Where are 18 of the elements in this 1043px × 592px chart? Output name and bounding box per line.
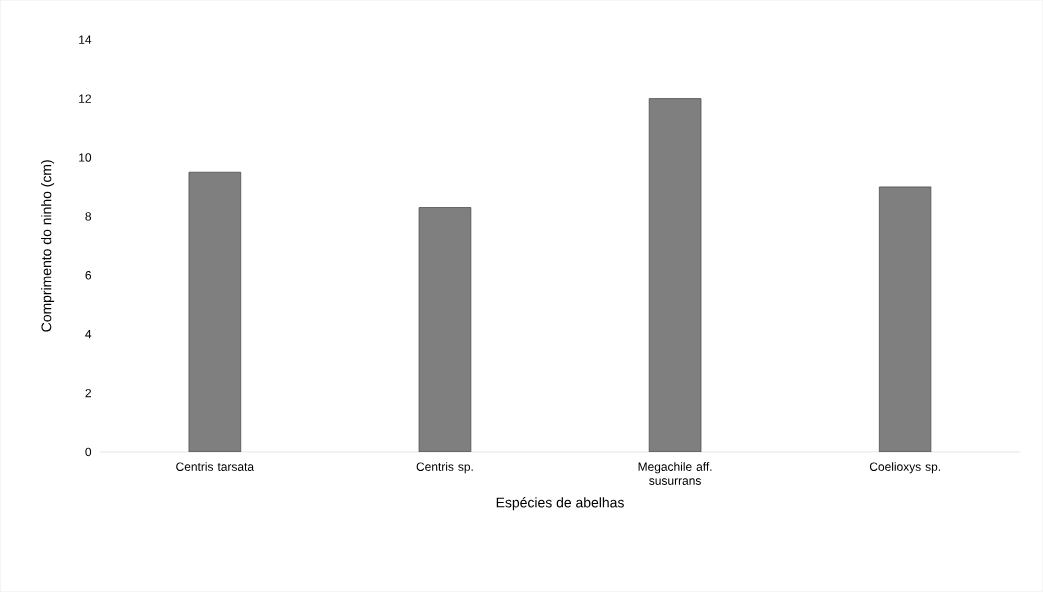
x-tick-label: Centris tarsata	[176, 462, 255, 472]
y-tick-label: 4	[85, 330, 92, 339]
y-tick-label: 2	[85, 389, 91, 398]
y-tick-label: 10	[79, 153, 92, 162]
x-axis-title: Espécies de abelhas	[496, 497, 624, 511]
x-tick-label: Centris sp.	[416, 462, 473, 474]
y-tick-label: 0	[85, 447, 92, 457]
y-tick-label: 6	[85, 271, 92, 280]
bar	[188, 171, 242, 453]
bar	[878, 186, 932, 453]
y-tick-label: 14	[79, 35, 92, 44]
bar	[418, 207, 472, 453]
y-axis-title: Comprimento do ninho (cm)	[41, 160, 55, 332]
bar	[648, 98, 702, 453]
y-tick-label: 8	[85, 212, 92, 221]
x-tick-label: Coelioxys sp.	[869, 462, 941, 474]
x-tick-label: Megachile aff. susurrans	[638, 462, 712, 485]
y-tick-label: 12	[79, 94, 91, 103]
